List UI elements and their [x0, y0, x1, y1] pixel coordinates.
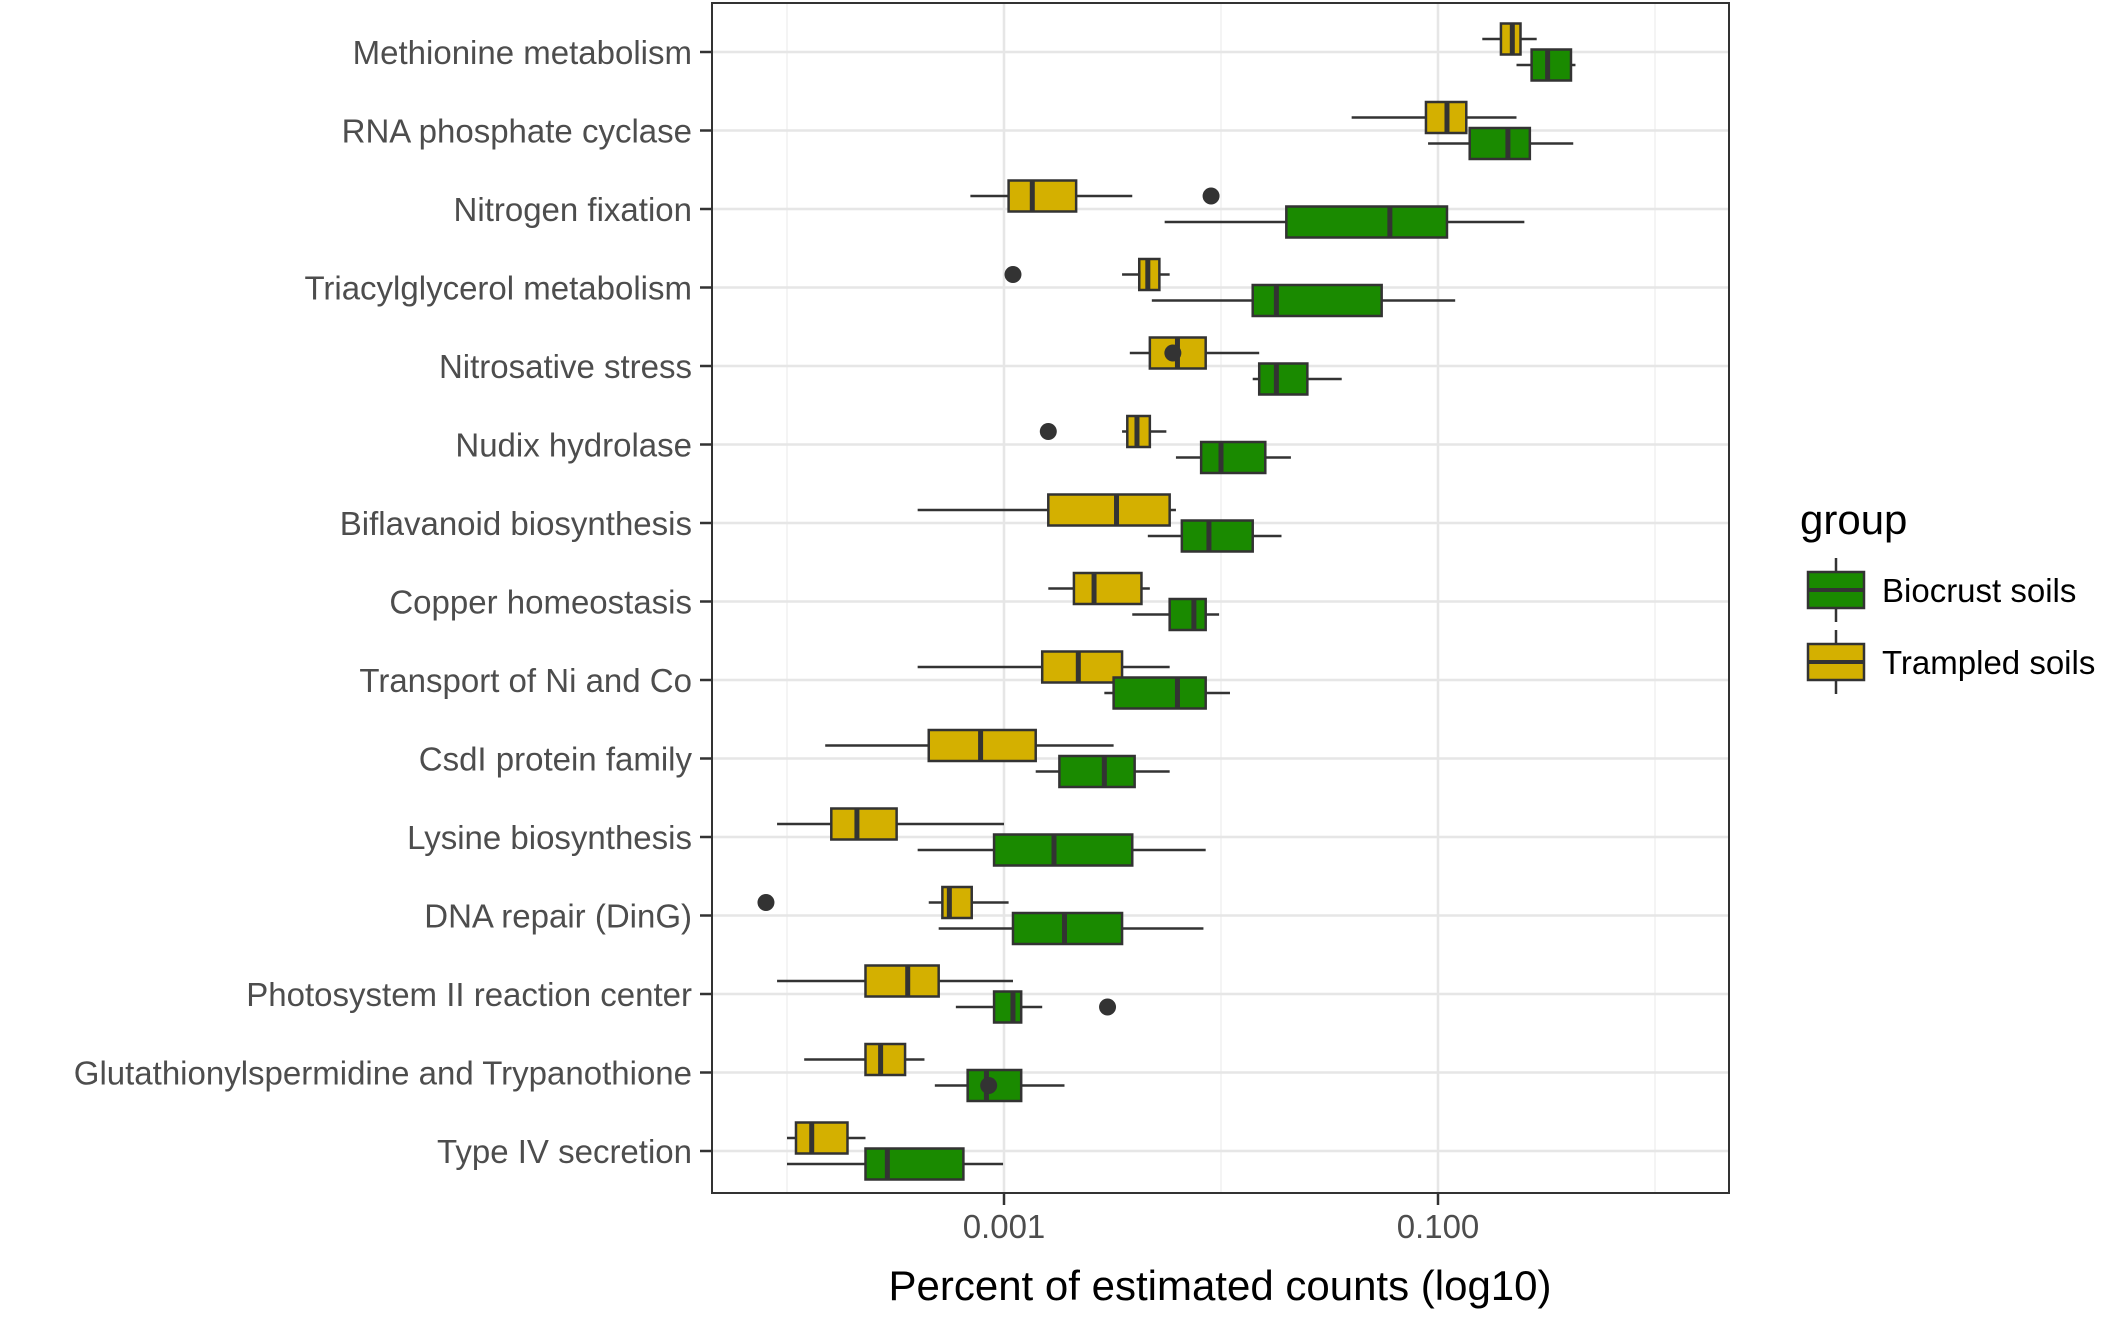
boxplot-box	[1035, 754, 1170, 789]
box-iqr	[1058, 754, 1136, 789]
y-tick-label: Nudix hydrolase	[455, 427, 692, 464]
y-tick-label: Transport of Ni and Co	[359, 662, 692, 699]
box-iqr	[1468, 126, 1532, 161]
boxplot-box	[955, 990, 1117, 1024]
plot-panel-border	[711, 2, 1730, 1194]
series-trampled-soils	[757, 22, 1537, 1155]
box-iqr	[1040, 650, 1124, 684]
boxplot-box	[787, 1147, 1004, 1181]
outlier-point	[1004, 266, 1022, 283]
x-axis: 0.001 0.100	[963, 1193, 1480, 1245]
boxplot-box	[917, 650, 1170, 684]
y-tick-label: Methionine metabolism	[353, 34, 692, 71]
x-tick-label: 0.100	[1397, 1208, 1480, 1245]
boxplot-box	[777, 964, 1013, 998]
boxplot-box	[917, 833, 1206, 867]
outlier-point	[757, 894, 775, 911]
y-tick-label: Biflavanoid biosynthesis	[340, 505, 692, 542]
x-tick-label: 0.001	[963, 1208, 1046, 1245]
box-iqr	[1168, 597, 1207, 632]
outlier-point	[1039, 423, 1057, 440]
outlier-point	[1164, 344, 1182, 362]
boxplot-box	[825, 728, 1114, 763]
boxplot-box	[1129, 336, 1260, 370]
boxplot-box	[1164, 205, 1525, 239]
box-iqr	[1251, 283, 1383, 318]
boxplot-box	[1252, 362, 1342, 396]
box-iqr	[830, 807, 898, 841]
y-tick-label: Copper homeostasis	[389, 584, 692, 621]
boxplot-box	[1132, 597, 1220, 632]
boxplot-box	[787, 1121, 866, 1155]
outlier-point	[1099, 998, 1117, 1016]
box-iqr	[941, 885, 973, 920]
boxplot-box	[1151, 283, 1456, 318]
boxplot-box	[1048, 571, 1150, 606]
y-tick-label: Glutathionylspermidine and Trypanothione	[74, 1055, 692, 1092]
boxplot-box	[1039, 414, 1167, 449]
box-iqr	[1007, 179, 1078, 213]
boxplot-box	[1104, 676, 1230, 710]
box-iqr	[1112, 676, 1207, 710]
box-iqr	[1047, 493, 1171, 527]
box-iqr	[864, 964, 940, 998]
boxplot-box	[1351, 100, 1517, 135]
legend-entry: Biocrust soils	[1806, 558, 2076, 622]
legend-label: Biocrust soils	[1882, 572, 2076, 609]
box-iqr	[1199, 440, 1267, 475]
y-tick-label: DNA repair (DinG)	[424, 898, 692, 935]
y-tick-label: RNA phosphate cyclase	[342, 113, 692, 150]
legend-entry: Trampled soils	[1806, 630, 2095, 694]
legend-title: group	[1800, 496, 1907, 543]
legend-label: Trampled soils	[1882, 644, 2095, 681]
boxplot-box	[1147, 519, 1282, 553]
y-tick-label: Type IV secretion	[437, 1133, 692, 1170]
y-tick-label: CsdI protein family	[419, 741, 693, 778]
box-iqr	[1180, 519, 1254, 553]
series-biocrust-soils	[787, 48, 1576, 1181]
legend: group Biocrust soils Trampled soils	[1800, 496, 2095, 694]
boxplot-box	[757, 885, 1009, 920]
boxplot-box	[1482, 22, 1537, 56]
box-iqr	[1530, 48, 1573, 82]
y-tick-label: Nitrosative stress	[439, 348, 692, 385]
y-tick-label: Nitrogen fixation	[454, 191, 692, 228]
box-iqr	[992, 833, 1134, 867]
box-iqr	[992, 990, 1023, 1024]
box-iqr	[864, 1147, 965, 1181]
y-axis: Methionine metabolism RNA phosphate cycla…	[74, 34, 712, 1170]
boxplot-box	[1004, 257, 1170, 292]
boxplot-box	[917, 493, 1176, 527]
outlier-point	[1202, 187, 1220, 205]
outlier-point	[980, 1077, 998, 1094]
box-iqr	[1257, 362, 1309, 396]
boxplot-box	[1428, 126, 1574, 161]
boxplot-box	[934, 1068, 1065, 1103]
y-tick-label: Photosystem II reaction center	[246, 976, 692, 1013]
box-iqr	[1285, 205, 1449, 239]
box-series	[757, 22, 1576, 1181]
y-tick-label: Lysine biosynthesis	[407, 819, 692, 856]
box-iqr	[864, 1042, 907, 1077]
boxplot-box	[970, 179, 1220, 213]
boxplot-box	[1516, 48, 1576, 82]
x-axis-title: Percent of estimated counts (log10)	[888, 1262, 1551, 1309]
y-tick-label: Triacylglycerol metabolism	[304, 270, 692, 307]
box-iqr	[1072, 571, 1143, 606]
boxplot-box	[777, 807, 1004, 841]
boxplot-box	[804, 1042, 925, 1077]
box-iqr	[1011, 911, 1124, 946]
boxplot-box	[938, 911, 1204, 946]
box-iqr	[794, 1121, 849, 1155]
boxplot-box	[1175, 440, 1291, 475]
